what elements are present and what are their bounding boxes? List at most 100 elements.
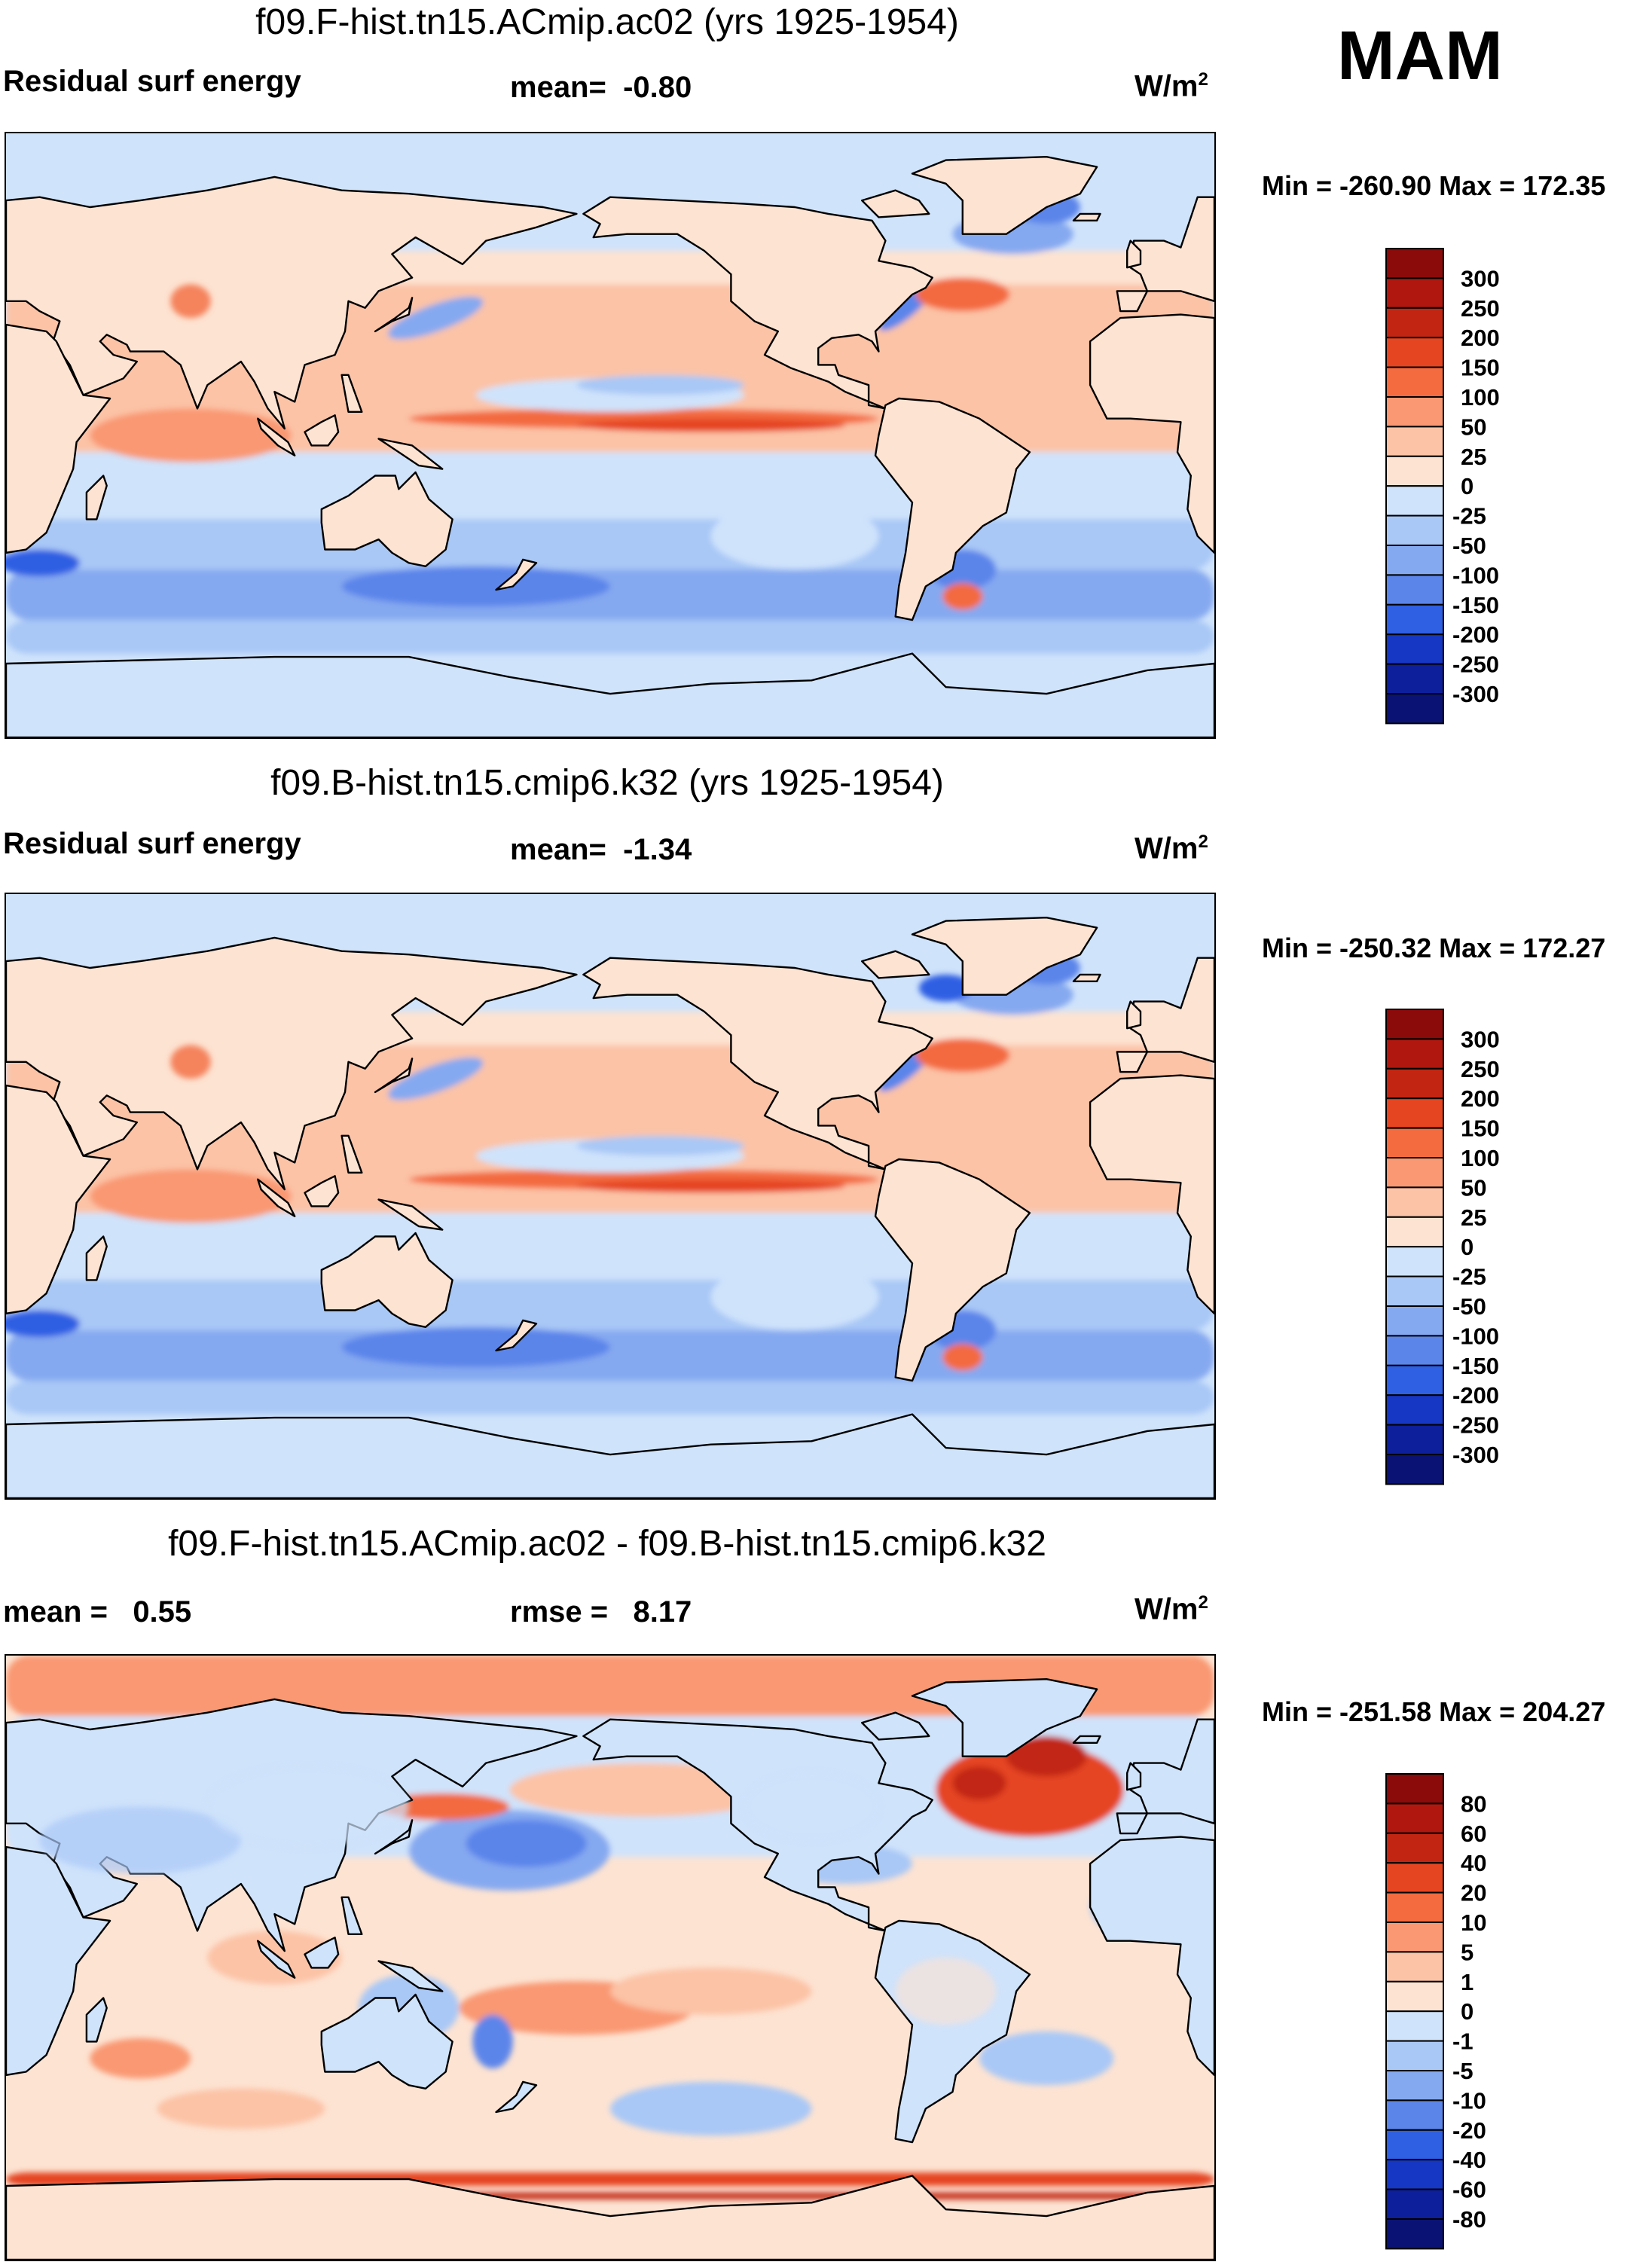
colorbar-box xyxy=(1385,633,1444,665)
land-newguinea xyxy=(377,1198,444,1231)
panel-2-map-svg xyxy=(6,894,1214,1498)
land-nz xyxy=(495,1319,538,1352)
field-contour xyxy=(6,1656,1214,1717)
panel-2-mean-label: mean= xyxy=(510,833,606,866)
land-borneo xyxy=(304,1175,340,1207)
colorbar-box xyxy=(1385,1275,1444,1308)
land-australia xyxy=(320,1232,454,1328)
panel-3-rmse-label: rmse = xyxy=(510,1595,609,1629)
colorbar-box xyxy=(1385,663,1444,694)
colorbar-box xyxy=(1385,1067,1444,1100)
colorbar-tick-label: -250 xyxy=(1452,1412,1499,1439)
colorbar-tick-label: -50 xyxy=(1452,1293,1486,1320)
colorbar-box xyxy=(1385,2070,1444,2102)
field-contour xyxy=(472,2014,513,2069)
colorbar-tick-label: -100 xyxy=(1452,562,1499,588)
field-contour xyxy=(576,1179,845,1193)
panel-2-map xyxy=(5,893,1216,1500)
colorbar-box xyxy=(1385,1216,1444,1248)
panel-1-mean-label: mean= xyxy=(510,71,606,104)
land-nz xyxy=(495,2080,538,2114)
panel-2-unit-base: W/m xyxy=(1135,832,1199,865)
panel-2-variable-label: Residual surf energy xyxy=(3,827,301,860)
land-uk xyxy=(1126,1762,1142,1791)
land-uk xyxy=(1126,240,1142,269)
field-contour xyxy=(90,408,292,462)
land-baffin xyxy=(861,1711,930,1741)
land-greenland xyxy=(911,1678,1098,1757)
colorbar-tick-label: 0 xyxy=(1461,1234,1474,1260)
field-contour xyxy=(388,296,484,340)
land-baffin xyxy=(861,950,930,979)
field-contour xyxy=(207,1766,409,1847)
colorbar-box xyxy=(1385,2188,1444,2220)
land-newguinea xyxy=(377,1960,444,1992)
field-contour xyxy=(90,2038,191,2079)
field-contour xyxy=(6,620,1214,654)
land-iceland xyxy=(1072,212,1101,221)
colorbar-box xyxy=(1385,1832,1444,1864)
panel-3-map-svg xyxy=(6,1656,1214,2260)
land-uk xyxy=(1126,1000,1142,1030)
field-contour xyxy=(341,566,610,607)
panel-1-colorbar-svg: 30025020015010050250-25-50-100-150-200-2… xyxy=(1385,248,1500,725)
colorbar-box xyxy=(1385,545,1444,576)
land-madagascar xyxy=(85,1235,108,1281)
field-contour xyxy=(710,1263,879,1331)
colorbar-tick-label: -150 xyxy=(1452,1353,1499,1379)
colorbar-box xyxy=(1385,1394,1444,1426)
colorbar-box xyxy=(1385,426,1444,457)
colorbar-box xyxy=(1385,574,1444,606)
colorbar-tick-label: -10 xyxy=(1452,2087,1486,2114)
colorbar-box xyxy=(1385,455,1444,487)
panel-1-units: W/m2 xyxy=(1135,69,1208,103)
colorbar-box xyxy=(1385,366,1444,398)
colorbar-tick-label: 200 xyxy=(1461,1085,1500,1112)
colorbar-tick-label: 0 xyxy=(1461,473,1474,499)
field-contour xyxy=(90,1169,292,1223)
field-contour xyxy=(915,1038,1010,1073)
land-field xyxy=(39,1766,997,2025)
land-africa xyxy=(6,1084,111,1315)
panel-2-mean: mean= -1.34 xyxy=(510,833,692,867)
land-japan xyxy=(374,297,414,333)
colorbar-box xyxy=(1385,1335,1444,1366)
land-iceland xyxy=(1072,973,1101,982)
panel-1-map-svg xyxy=(6,133,1214,737)
field-contour xyxy=(918,974,973,1002)
land-africa_w xyxy=(1089,1074,1214,1315)
field-contour xyxy=(576,1135,745,1156)
field-contour xyxy=(610,2081,812,2136)
colorbar-box xyxy=(1385,2010,1444,2042)
colorbar-tick-label: 0 xyxy=(1461,1998,1474,2025)
land-samerica xyxy=(874,1158,1031,1382)
colorbar-tick-label: 300 xyxy=(1461,1026,1500,1052)
panel-2-mean-value: -1.34 xyxy=(623,833,692,866)
panel-3-map xyxy=(5,1654,1216,2261)
field-contour xyxy=(170,1045,211,1079)
land-sumatra xyxy=(257,1178,296,1217)
field-contour xyxy=(915,277,1010,312)
panel-3-rmse: rmse = 8.17 xyxy=(510,1595,692,1629)
field-contour xyxy=(6,1280,1214,1331)
panel-2-title: f09.B-hist.tn15.cmip6.k32 (yrs 1925-1954… xyxy=(270,763,944,803)
colorbar-tick-label: 1 xyxy=(1461,1969,1474,1995)
colorbar-tick-label: 100 xyxy=(1461,1145,1500,1171)
colorbar-box xyxy=(1385,1454,1444,1485)
field-contour xyxy=(6,1330,1214,1381)
land-baffin xyxy=(861,189,930,218)
land-africa xyxy=(6,1845,111,2077)
colorbar-tick-label: 60 xyxy=(1461,1821,1486,1847)
colorbar-box xyxy=(1385,485,1444,517)
land-newguinea xyxy=(377,438,444,470)
panel-2-units: W/m2 xyxy=(1135,832,1208,865)
colorbar-tick-label: -40 xyxy=(1452,2147,1486,2173)
colorbar-tick-label: 150 xyxy=(1461,355,1500,381)
land-sumatra xyxy=(257,417,296,456)
field-contour xyxy=(952,1766,1006,1800)
colorbar-box xyxy=(1385,514,1444,547)
field-contour xyxy=(576,418,845,432)
panel-2-colorbar-svg: 30025020015010050250-25-50-100-150-200-2… xyxy=(1385,1009,1500,1485)
land-philippines xyxy=(341,1134,363,1174)
colorbar-box xyxy=(1385,2159,1444,2190)
